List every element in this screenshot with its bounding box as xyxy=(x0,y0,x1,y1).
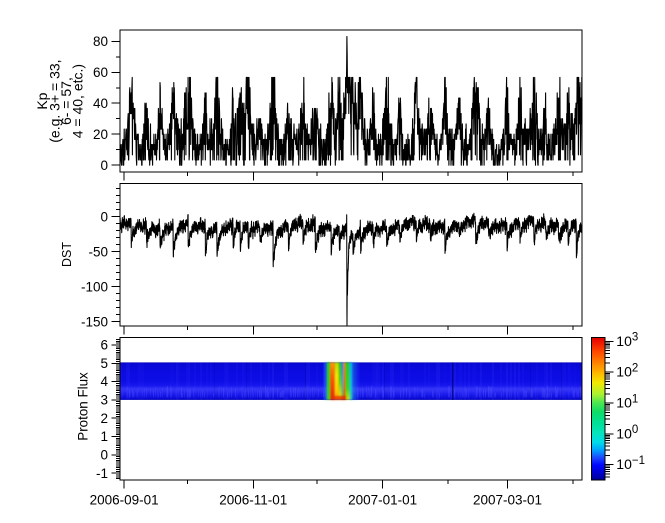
svg-text:0: 0 xyxy=(100,209,108,224)
svg-text:2007-03-01: 2007-03-01 xyxy=(473,493,542,508)
svg-text:-150: -150 xyxy=(81,314,108,329)
svg-text:40: 40 xyxy=(93,96,108,111)
svg-text:60: 60 xyxy=(93,65,108,80)
svg-text:0: 0 xyxy=(100,448,108,463)
svg-text:6- = 57,: 6- = 57, xyxy=(58,77,74,125)
svg-text:4 = 40, etc.): 4 = 40, etc.) xyxy=(70,64,86,138)
svg-text:2006-09-01: 2006-09-01 xyxy=(90,493,159,508)
svg-text:Proton Flux: Proton Flux xyxy=(75,372,90,441)
svg-text:6: 6 xyxy=(100,338,108,353)
svg-text:-100: -100 xyxy=(81,279,108,294)
svg-text:3: 3 xyxy=(100,393,108,408)
svg-text:DST: DST xyxy=(60,242,74,267)
svg-text:1: 1 xyxy=(100,429,108,444)
svg-text:-50: -50 xyxy=(88,244,108,259)
svg-text:80: 80 xyxy=(93,34,108,49)
svg-text:(e.g. 3+ = 33,: (e.g. 3+ = 33, xyxy=(46,59,62,142)
svg-text:Kp: Kp xyxy=(34,92,50,109)
svg-text:2007-01-01: 2007-01-01 xyxy=(348,493,417,508)
svg-text:-1: -1 xyxy=(96,466,108,481)
svg-text:2: 2 xyxy=(100,411,108,426)
svg-text:5: 5 xyxy=(100,356,108,371)
svg-text:2006-11-01: 2006-11-01 xyxy=(219,493,287,508)
svg-text:4: 4 xyxy=(100,374,108,389)
svg-text:20: 20 xyxy=(93,127,108,142)
svg-text:0: 0 xyxy=(100,158,108,173)
